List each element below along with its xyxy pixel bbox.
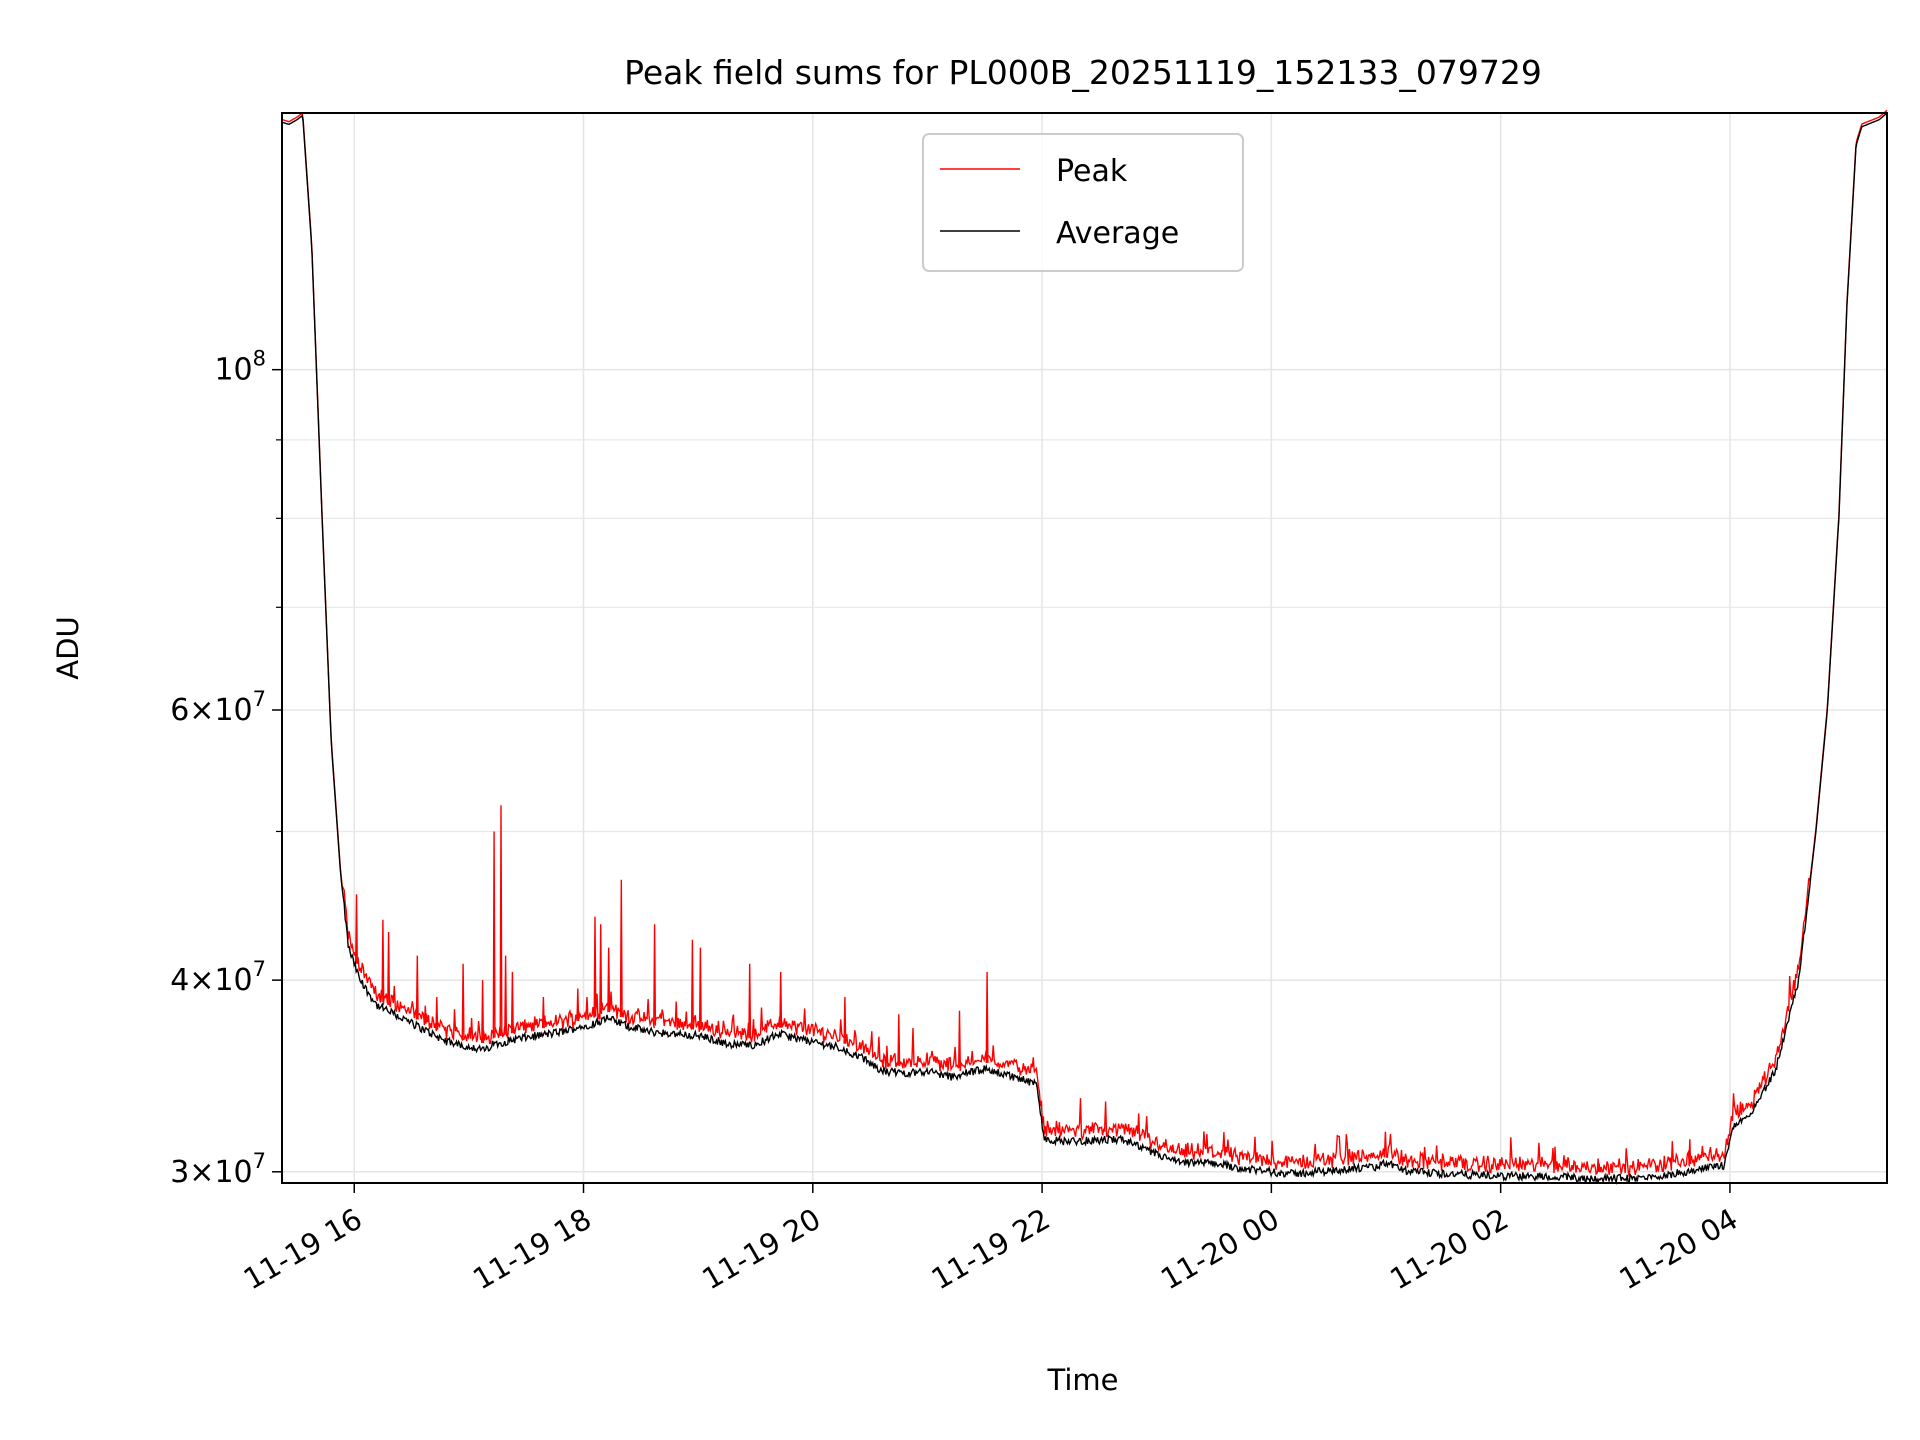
legend-label-average: Average xyxy=(1056,216,1179,251)
series-layer xyxy=(281,109,1888,1186)
y-axis-label: ADU xyxy=(51,616,85,679)
legend: Peak Average xyxy=(922,133,1244,272)
y-tick-label: 3×107 xyxy=(170,1149,266,1190)
plot-frame xyxy=(281,112,1888,1184)
y-tick-label: 6×107 xyxy=(170,687,266,728)
plot-area: 11-19 16 11-19 18 11-19 20 11-19 22 11-20 00… xyxy=(170,109,1888,1296)
y-tick-label: 108 xyxy=(214,347,266,388)
chart-title: Peak field sums for PL000B_20251119_1521… xyxy=(624,53,1542,92)
x-axis-label: Time xyxy=(1047,1363,1119,1397)
grid-lines xyxy=(282,113,1887,1183)
legend-label-peak: Peak xyxy=(1056,154,1128,189)
y-tick-label: 4×107 xyxy=(170,957,266,998)
plot-background xyxy=(282,113,1887,1183)
series-line-peak xyxy=(281,109,1888,1177)
y-axis-ticks: 108 6×107 4×107 3×107 xyxy=(170,347,282,1190)
series-line-average xyxy=(281,112,1888,1186)
